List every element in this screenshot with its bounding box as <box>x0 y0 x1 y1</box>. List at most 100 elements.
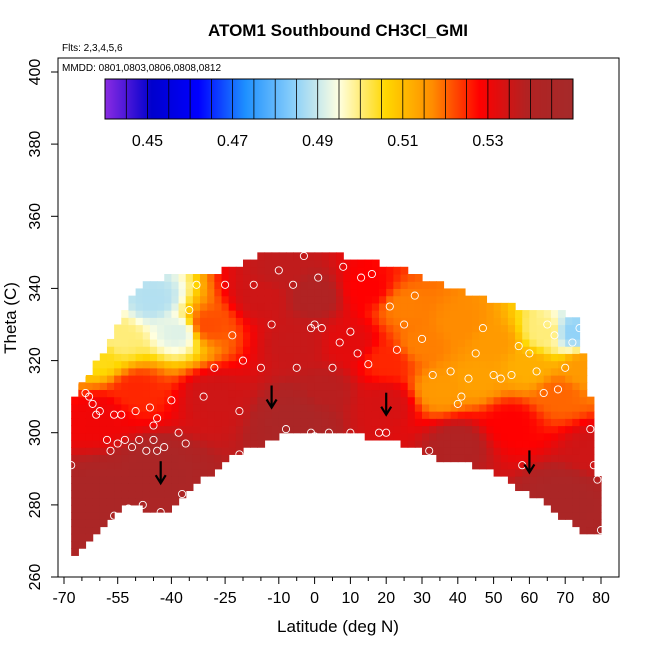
heatmap-cell <box>114 418 122 427</box>
heatmap-cell <box>464 353 473 362</box>
heatmap-cell <box>386 324 394 333</box>
heatmap-cell <box>536 346 545 354</box>
heatmap-cell <box>522 382 530 391</box>
colorbar-segment <box>324 79 326 119</box>
heatmap-cell <box>114 338 122 347</box>
colorbar-segment <box>281 79 283 119</box>
heatmap-cell <box>565 447 573 455</box>
heatmap-cell <box>457 302 466 311</box>
heatmap-cell <box>300 382 309 391</box>
colorbar-segment <box>472 79 474 119</box>
heatmap-cell <box>300 360 309 369</box>
colorbar-segment <box>384 79 386 119</box>
observation-marker <box>339 262 348 271</box>
x-tick-label: 20 <box>377 590 395 607</box>
heatmap-cell <box>422 389 430 398</box>
colorbar-segment <box>178 79 180 119</box>
heatmap-cell <box>200 468 208 477</box>
heatmap-cell <box>285 259 294 268</box>
heatmap-cell <box>550 447 559 455</box>
heatmap-cell <box>343 338 351 347</box>
heatmap-cell <box>278 259 287 268</box>
heatmap-cell <box>192 382 201 391</box>
heatmap-cell <box>99 375 108 383</box>
heatmap-cell <box>357 331 366 340</box>
colorbar-segment <box>421 79 423 119</box>
heatmap-cell <box>78 526 87 535</box>
heatmap-cell <box>364 266 373 275</box>
heatmap-cell <box>543 468 552 477</box>
heatmap-cell <box>464 432 473 441</box>
observation-marker <box>77 370 86 380</box>
heatmap-cell <box>371 310 380 318</box>
observation-marker <box>274 266 283 275</box>
heatmap-cell <box>271 403 280 412</box>
heatmap-cell <box>178 281 187 290</box>
heatmap-cell <box>493 468 502 477</box>
heatmap-cell <box>278 324 287 333</box>
heatmap-cell <box>379 367 387 376</box>
colorbar-segment <box>484 79 486 119</box>
heatmap-cell <box>207 396 215 405</box>
heatmap-cell <box>457 403 466 412</box>
heatmap-cell <box>522 425 530 434</box>
colorbar-segment <box>418 79 420 119</box>
heatmap-cell <box>371 274 380 282</box>
heatmap-cell <box>364 367 373 376</box>
heatmap-cell <box>314 252 323 261</box>
heatmap-cell <box>92 389 101 398</box>
heatmap-cell <box>479 302 488 311</box>
heatmap-cell <box>214 411 223 419</box>
heatmap-cell <box>171 288 180 297</box>
heatmap-cell <box>543 461 552 470</box>
colorbar-segment <box>309 79 311 119</box>
heatmap-cell <box>171 281 180 290</box>
heatmap-cell <box>264 432 273 441</box>
heatmap-cell <box>243 338 251 347</box>
heatmap-cell <box>178 302 187 311</box>
heatmap-cell <box>71 548 79 556</box>
heatmap-cell <box>157 396 165 405</box>
colorbar-segment <box>158 79 160 119</box>
heatmap-cell <box>293 266 301 275</box>
heatmap-cell <box>357 266 366 275</box>
colorbar-segment <box>446 79 448 119</box>
heatmap-cell <box>257 338 266 347</box>
heatmap-cell <box>422 302 430 311</box>
heatmap-cell <box>235 288 244 297</box>
colorbar-segment <box>240 79 242 119</box>
heatmap-cell <box>214 353 223 362</box>
heatmap-cell <box>293 389 301 398</box>
heatmap-cell <box>207 447 215 455</box>
heatmap-cell <box>114 439 122 448</box>
observation-marker <box>392 345 401 354</box>
heatmap-cell <box>472 389 480 398</box>
heatmap-cell <box>128 295 137 304</box>
colorbar-segment <box>480 79 482 119</box>
colorbar-segment <box>294 79 296 119</box>
heatmap-cell <box>264 281 273 290</box>
heatmap-cell <box>572 425 581 434</box>
colorbar-segment <box>396 79 398 119</box>
colorbar-segment <box>325 79 327 119</box>
heatmap-cell <box>400 353 409 362</box>
heatmap-cell <box>200 439 208 448</box>
heatmap-cell <box>128 317 137 326</box>
heatmap-cell <box>579 497 588 506</box>
heatmap-cell <box>558 461 566 470</box>
heatmap-cell <box>479 454 488 463</box>
heatmap-cell <box>550 425 559 434</box>
heatmap-cell <box>243 432 251 441</box>
colorbar-segment <box>216 79 218 119</box>
heatmap-cell <box>128 403 137 412</box>
colorbar-segment <box>515 79 517 119</box>
heatmap-cell <box>164 476 172 484</box>
heatmap-cell <box>235 389 244 398</box>
heatmap-cell <box>243 274 251 282</box>
colorbar-segment <box>474 79 476 119</box>
heatmap-cell <box>579 382 588 391</box>
heatmap-cell <box>357 353 366 362</box>
heatmap-cell <box>350 418 359 427</box>
heatmap-cell <box>264 418 273 427</box>
